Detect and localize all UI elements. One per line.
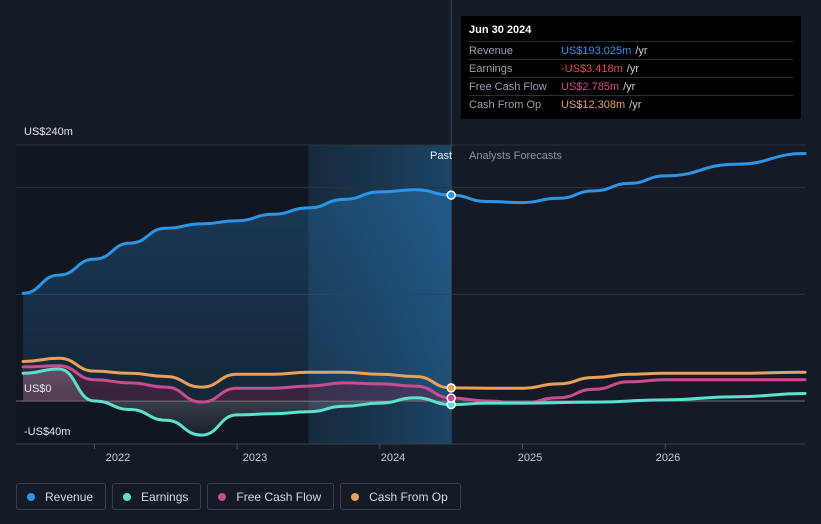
free-cash-flow-marker (446, 393, 456, 403)
y-tick-top: US$240m (24, 126, 73, 138)
tooltip-value: US$193.025m (561, 44, 632, 57)
chart-legend: Revenue Earnings Free Cash Flow Cash Fro… (16, 483, 461, 510)
earnings-line (21, 367, 807, 437)
free-cash-flow-line (21, 364, 807, 405)
tooltip-date: Jun 30 2024 (469, 24, 532, 36)
earnings-area (23, 369, 452, 436)
legend-label: Revenue (45, 489, 94, 504)
tooltip-row-revenue: Revenue US$193.025m /yr (469, 41, 793, 59)
tooltip-label: Earnings (469, 62, 513, 75)
cash-from-op-line (21, 356, 807, 390)
tooltip-value: US$12.308m (561, 98, 626, 111)
x-tick-2024: 2024 (380, 452, 406, 464)
legend-label: Earnings (141, 489, 189, 504)
tooltip-label: Cash From Op (469, 98, 542, 111)
revenue-marker (446, 190, 456, 200)
y-tick-zero: US$0 (24, 383, 52, 395)
legend-cash-from-op[interactable]: Cash From Op (340, 483, 461, 510)
legend-revenue[interactable]: Revenue (16, 483, 107, 510)
data-tooltip: Jun 30 2024 Revenue US$193.025m /yr Earn… (461, 16, 801, 119)
cash-from-op-marker (446, 383, 456, 393)
revenue-line (21, 152, 807, 295)
y-tick-bottom: -US$40m (24, 426, 71, 438)
legend-dot (218, 492, 227, 501)
tooltip-unit: /yr (635, 44, 648, 57)
legend-dot (123, 492, 132, 501)
tooltip-row-free-cash-flow: Free Cash Flow US$2.785m /yr (469, 77, 793, 95)
tooltip-label: Free Cash Flow (469, 80, 547, 93)
tooltip-row-cash-from-op: Cash From Op US$12.308m /yr (469, 95, 793, 113)
free-cash-flow-area (23, 365, 452, 403)
forecast-label: Analysts Forecasts (469, 150, 562, 162)
revenue-area (23, 189, 452, 401)
x-tick-2025: 2025 (517, 452, 543, 464)
x-tick-2022: 2022 (105, 452, 131, 464)
tooltip-unit: /yr (629, 98, 642, 111)
x-tick-2026: 2026 (655, 452, 681, 464)
legend-label: Free Cash Flow (236, 489, 322, 504)
tooltip-value: US$2.785m (561, 80, 620, 93)
legend-label: Cash From Op (369, 489, 448, 504)
legend-free-cash-flow[interactable]: Free Cash Flow (207, 483, 335, 510)
past-label: Past (430, 150, 453, 162)
legend-dot (27, 492, 35, 501)
tooltip-unit: /yr (626, 62, 639, 75)
tooltip-label: Revenue (469, 44, 514, 57)
tooltip-unit: /yr (623, 80, 636, 93)
legend-dot (351, 492, 360, 501)
legend-earnings[interactable]: Earnings (112, 483, 202, 510)
tooltip-value: -US$3.418m (561, 62, 623, 75)
tooltip-row-earnings: Earnings -US$3.418m /yr (469, 59, 793, 77)
x-tick-2023: 2023 (242, 452, 268, 464)
